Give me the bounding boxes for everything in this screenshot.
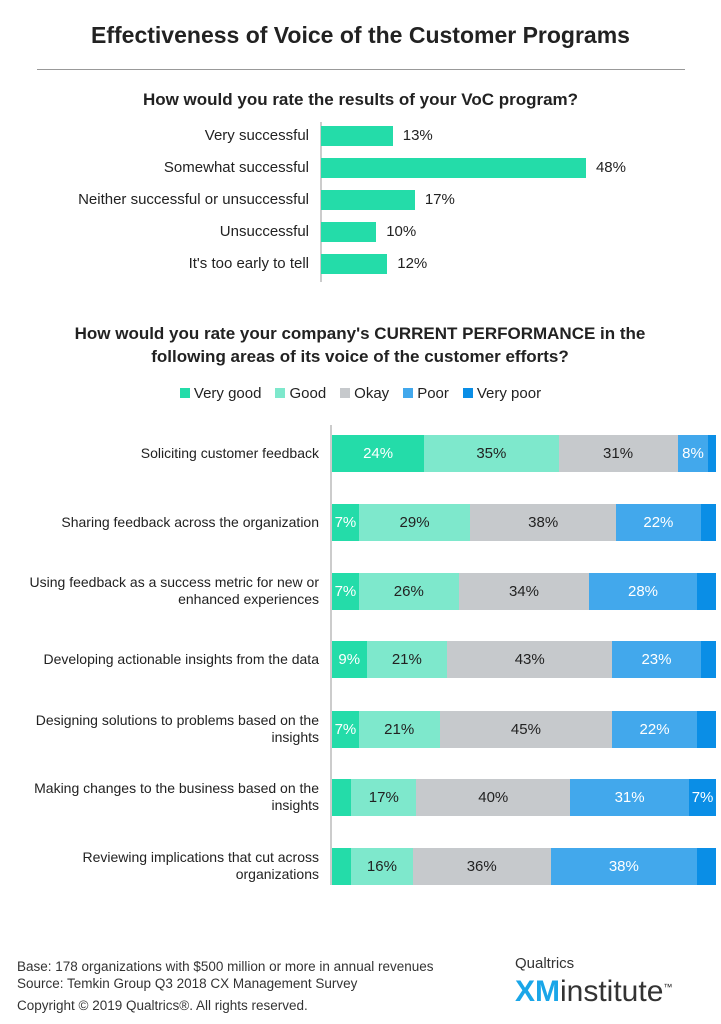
legend-swatch <box>340 388 351 398</box>
category-label: Neither successful or unsuccessful <box>78 191 309 208</box>
bar <box>321 126 393 146</box>
category-label: Somewhat successful <box>163 159 309 176</box>
bar-segment: 24% <box>332 435 425 472</box>
bar-segment <box>700 504 716 541</box>
bar-segment: 7% <box>332 504 359 541</box>
bar-segment <box>332 848 352 885</box>
category-label: Designing solutions to problems based on… <box>35 712 319 745</box>
bar-segment: 35% <box>424 435 559 472</box>
bar <box>321 222 377 242</box>
bar-segment <box>700 641 716 678</box>
legend: Very good Good Okay Poor Very poor <box>0 385 721 402</box>
bar-segment: 17% <box>351 779 417 816</box>
category-label: Unsuccessful <box>219 223 309 240</box>
category-label: Very successful <box>204 127 309 144</box>
bar <box>321 158 586 178</box>
category-label: Using feedback as a success metric for n… <box>29 574 319 607</box>
legend-item: Very good <box>179 385 262 402</box>
bar-segment: 7% <box>689 779 716 816</box>
bar-segment <box>708 435 716 472</box>
legend-label: Good <box>289 385 327 402</box>
bar-segment: 21% <box>358 711 440 748</box>
bar-segment: 26% <box>358 573 459 610</box>
qualtrics-xm-institute-logo: Qualtrics XMinstitute™ <box>515 955 672 1007</box>
bar-segment <box>696 573 716 610</box>
legend-item: Okay <box>340 385 389 402</box>
legend-label: Very poor <box>476 385 542 402</box>
data-label: 12% <box>397 255 428 272</box>
legend-item: Good <box>275 385 326 402</box>
legend-swatch <box>462 388 473 398</box>
logo-top: Qualtrics <box>515 955 575 972</box>
bar-segment: 31% <box>570 779 690 816</box>
legend-label: Okay <box>354 385 390 402</box>
legend-label: Poor <box>417 385 449 402</box>
bar-segment: 43% <box>447 641 613 678</box>
logo-tm: ™ <box>663 982 673 992</box>
chart1-title: How would you rate the results of your V… <box>142 90 579 109</box>
bar-segment: 38% <box>550 848 697 885</box>
copyright: Copyright © 2019 Qualtrics®. All rights … <box>17 998 308 1013</box>
bar-segment: 22% <box>612 711 697 748</box>
legend-swatch <box>179 388 190 398</box>
bar-segment: 29% <box>358 504 471 541</box>
legend-item: Poor <box>403 385 449 402</box>
data-label: 48% <box>595 159 626 176</box>
base-note: Base: 178 organizations with $500 millio… <box>17 959 434 974</box>
bar-segment: 40% <box>416 779 571 816</box>
category-label: Developing actionable insights from the … <box>43 650 319 667</box>
data-label: 13% <box>402 127 433 144</box>
category-label: Reviewing implications that cut across o… <box>82 849 319 882</box>
bar-segment: 16% <box>351 848 413 885</box>
bar-segment: 31% <box>558 435 678 472</box>
data-label: 10% <box>386 223 417 240</box>
page-title: Effectiveness of Voice of the Customer P… <box>91 22 630 48</box>
data-label: 17% <box>424 191 455 208</box>
bar-segment: 34% <box>458 573 590 610</box>
logo-rest: institute <box>560 975 664 1008</box>
legend-swatch <box>403 388 414 398</box>
category-label: Sharing feedback across the organization <box>61 513 319 530</box>
chart2-title: How would you rate your company's CURREN… <box>74 324 646 366</box>
bar-segment: 8% <box>677 435 709 472</box>
bar-segment: 7% <box>332 573 359 610</box>
bar-segment: 38% <box>470 504 617 541</box>
category-label: Soliciting customer feedback <box>140 444 319 461</box>
bar-segment <box>696 711 716 748</box>
bar-segment: 7% <box>332 711 359 748</box>
title-divider <box>37 69 685 70</box>
category-label: It's too early to tell <box>188 255 309 272</box>
legend-item: Very poor <box>462 385 542 402</box>
footnotes: Base: 178 organizations with $500 millio… <box>17 958 434 992</box>
bar <box>321 254 388 274</box>
legend-label: Very good <box>193 385 262 402</box>
bar-segment <box>696 848 716 885</box>
bar <box>321 190 415 210</box>
source-note: Source: Temkin Group Q3 2018 CX Manageme… <box>17 976 358 991</box>
legend-swatch <box>275 388 286 398</box>
bar-segment: 9% <box>332 641 367 678</box>
bar-segment: 22% <box>616 504 701 541</box>
bar-segment: 45% <box>439 711 613 748</box>
bar-segment <box>332 779 352 816</box>
bar-segment: 36% <box>412 848 551 885</box>
category-label: Making changes to the business based on … <box>34 780 319 813</box>
logo-xm: XM <box>515 975 560 1008</box>
bar-segment: 21% <box>366 641 448 678</box>
bar-segment: 28% <box>589 573 697 610</box>
bar-segment: 23% <box>612 641 701 678</box>
chart2-axis <box>330 425 332 885</box>
